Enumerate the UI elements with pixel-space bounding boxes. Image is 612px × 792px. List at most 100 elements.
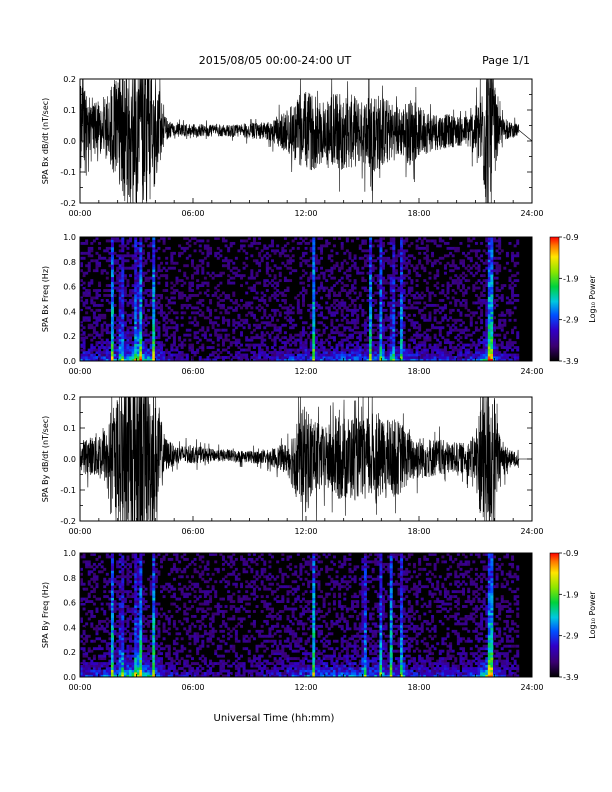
spectrogram-cell bbox=[392, 331, 396, 335]
spectrogram-cell bbox=[498, 251, 502, 255]
spectrogram-cell bbox=[237, 353, 241, 357]
spectrogram-cell bbox=[402, 306, 406, 310]
spectrogram-cell bbox=[98, 597, 102, 601]
spectrogram-cell bbox=[126, 652, 130, 656]
spectrogram-cell bbox=[260, 331, 264, 335]
spectrogram-cell bbox=[446, 358, 450, 362]
spectrogram-cell bbox=[136, 627, 140, 631]
spectrogram-cell bbox=[103, 577, 107, 581]
spectrogram-cell bbox=[487, 254, 491, 258]
spectrogram-cell bbox=[201, 346, 205, 349]
spectrogram-cell bbox=[190, 348, 194, 352]
spectrogram-cell bbox=[449, 353, 453, 357]
spectrogram-cell bbox=[312, 289, 316, 292]
spectrogram-cell bbox=[348, 291, 352, 295]
spectrogram-cell bbox=[157, 343, 161, 347]
spectrogram-cell bbox=[487, 296, 491, 300]
spectrogram-cell bbox=[382, 328, 385, 332]
spectrogram-cell bbox=[405, 249, 409, 253]
spectrogram-cell bbox=[412, 269, 416, 273]
spectrogram-cell bbox=[103, 341, 107, 345]
spectrogram-cell bbox=[139, 657, 143, 661]
spectrogram-cell bbox=[121, 669, 125, 673]
spectrogram-cell bbox=[139, 356, 143, 359]
spectrogram-cell bbox=[139, 311, 143, 315]
spectrogram-cell bbox=[276, 294, 280, 297]
spectrogram-cell bbox=[141, 590, 145, 594]
spectrogram-cell bbox=[134, 637, 138, 641]
spectrogram-cell bbox=[462, 299, 466, 302]
spectrogram-cell bbox=[498, 266, 502, 270]
spectrogram-cell bbox=[356, 358, 360, 362]
spectrogram-cell bbox=[90, 254, 94, 258]
spectrogram-cell bbox=[154, 672, 158, 675]
spectrogram-cell bbox=[105, 356, 109, 359]
spectrogram-cell bbox=[436, 274, 440, 278]
spectrogram-cell bbox=[221, 321, 225, 325]
spectrogram-cell bbox=[400, 237, 404, 240]
spectrogram-cell bbox=[118, 669, 122, 673]
spectrogram-cell bbox=[110, 274, 114, 278]
spectrogram-cell bbox=[366, 271, 370, 275]
spectrogram-cell bbox=[136, 274, 140, 278]
spectrogram-cell bbox=[80, 251, 83, 255]
spectrogram-cell bbox=[110, 600, 114, 603]
spectrogram-cell bbox=[229, 343, 233, 347]
spectrogram-cell bbox=[296, 241, 300, 245]
spectrogram-cell bbox=[482, 261, 486, 265]
spectrogram-cell bbox=[141, 296, 145, 300]
spectrogram-cell bbox=[271, 356, 274, 359]
spectrogram-cell bbox=[291, 306, 295, 310]
spectrogram-cell bbox=[110, 577, 114, 581]
spectrogram-cell bbox=[389, 284, 393, 287]
spectrogram-cell bbox=[193, 318, 197, 322]
spectrogram-cell bbox=[118, 617, 122, 621]
spectrogram-cell bbox=[116, 667, 120, 670]
spectrogram-cell bbox=[134, 674, 138, 678]
spectrogram-cell bbox=[397, 254, 401, 258]
spectrogram-cell bbox=[152, 612, 156, 616]
spectrogram-cell bbox=[82, 652, 86, 656]
spectrogram-cell bbox=[276, 356, 280, 359]
spectrogram-cell bbox=[206, 289, 210, 292]
spectrogram-cell bbox=[382, 244, 385, 248]
spectrogram-cell bbox=[314, 266, 318, 270]
spectrogram-cell bbox=[203, 246, 207, 250]
spectrogram-cell bbox=[224, 328, 228, 332]
spectrogram-cell bbox=[116, 649, 120, 653]
spectrogram-cell bbox=[271, 244, 274, 248]
spectrogram-cell bbox=[141, 667, 145, 670]
spectrogram-cell bbox=[144, 289, 148, 292]
spectrogram-cell bbox=[129, 600, 133, 603]
spectrogram-cell bbox=[400, 343, 404, 347]
spectrogram-cell bbox=[237, 303, 241, 307]
spectrogram-cell bbox=[340, 299, 344, 302]
spectrogram-cell bbox=[121, 619, 125, 623]
spectrogram-cell bbox=[281, 246, 285, 250]
spectrogram-cell bbox=[469, 323, 473, 327]
spectrogram-cell bbox=[405, 237, 409, 240]
spectrogram-cell bbox=[400, 321, 404, 325]
spectrogram-cell bbox=[304, 321, 308, 325]
spectrogram-cell bbox=[118, 358, 122, 362]
spectrogram-cell bbox=[118, 341, 122, 345]
spectrogram-cell bbox=[394, 358, 398, 362]
spectrogram-cell bbox=[126, 644, 130, 648]
spectrogram-cell bbox=[281, 356, 285, 359]
spectrogram-cell bbox=[325, 239, 329, 243]
spectrogram-cell bbox=[382, 237, 385, 240]
spectrogram-cell bbox=[438, 299, 442, 302]
spectrogram-cell bbox=[263, 351, 267, 354]
spectrogram-cell bbox=[271, 249, 274, 253]
spectrogram-cell bbox=[446, 284, 450, 287]
spectrogram-cell bbox=[371, 264, 375, 268]
spectrogram-cell bbox=[485, 333, 489, 337]
spectrogram-cell bbox=[219, 303, 223, 307]
spectrogram-cell bbox=[485, 306, 489, 310]
spectrogram-cell bbox=[345, 261, 349, 265]
spectrogram-cell bbox=[464, 274, 468, 278]
spectrogram-cell bbox=[250, 336, 254, 340]
spectrogram-cell bbox=[283, 294, 287, 297]
spectrogram-cell bbox=[95, 358, 99, 362]
y-tick-label: 1.0 bbox=[63, 233, 76, 242]
